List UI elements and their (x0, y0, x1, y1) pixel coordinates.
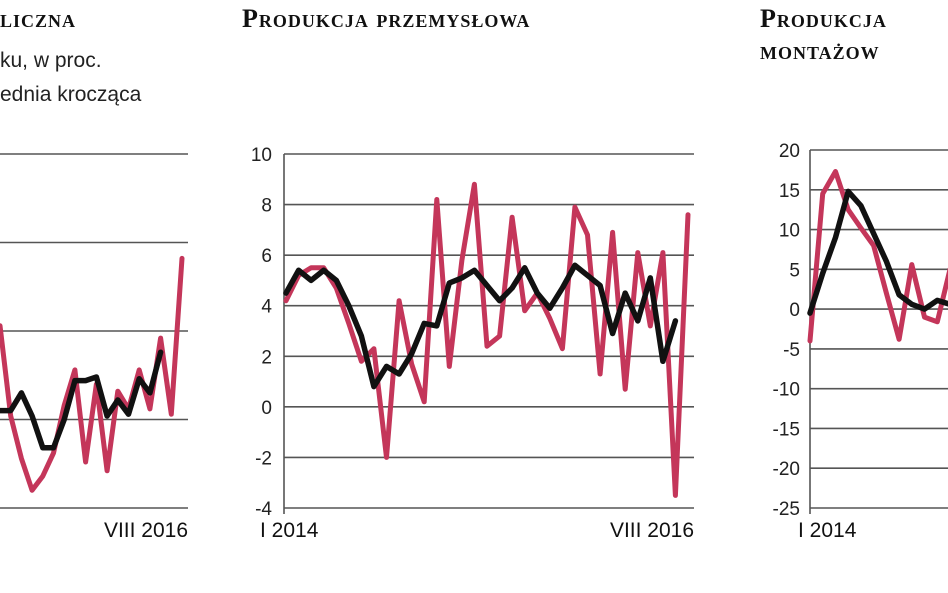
y-tick-label: 15 (779, 181, 800, 202)
y-tick-label: 0 (261, 398, 272, 419)
y-tick-label: 20 (779, 141, 800, 162)
y-tick-label: -15 (773, 419, 800, 440)
y-tick-label: 8 (261, 196, 272, 217)
y-tick-label: 4 (261, 297, 272, 318)
y-tick-label: -25 (773, 499, 800, 520)
y-tick-label: 6 (261, 246, 272, 267)
y-tick-label: 10 (779, 221, 800, 242)
y-tick-label: 0 (789, 300, 800, 321)
chart-title: liczna (0, 4, 77, 33)
chart-subtitle-line-1: ku, w proc. (0, 49, 102, 72)
series-line-monthly (0, 255, 185, 493)
x-axis-label: VIII 2016 (104, 519, 188, 542)
chart-title: Produkcja przemysłowa (242, 4, 531, 33)
series-line-moving-average (807, 188, 948, 316)
chart-panel-middle: Produkcja przemysłowa -4 -2 0 2 4 6 8 10 I 2014 V… (220, 0, 720, 593)
y-tick-label: 2 (261, 347, 272, 368)
chart-title-line-2: montażow (760, 36, 880, 65)
chart-right-svg: -25 -20 -15 -10 -5 0 5 10 15 20 I 2014 (773, 141, 948, 542)
y-tick-label: 5 (789, 260, 800, 281)
chart-panel-left: liczna ku, w proc. ednia krocząca VIII 2… (0, 0, 200, 593)
x-axis-label: VIII 2016 (610, 519, 694, 542)
chart-panel-right: Produkcja montażow -25 -20 -15 -10 -5 0 5 10 15 2… (740, 0, 948, 593)
series-line-monthly (283, 181, 691, 498)
series-line-moving-average (0, 349, 164, 451)
y-tick-label: -2 (255, 448, 272, 469)
chart-title-line-1: Produkcja (760, 4, 887, 33)
y-tick-label: -10 (773, 380, 800, 401)
gridlines (0, 153, 188, 509)
y-tick-label: -5 (783, 340, 800, 361)
chart-middle-svg: -4 -2 0 2 4 6 8 10 I 2014 VIII 2016 (251, 145, 694, 542)
gridlines (810, 149, 948, 509)
x-axis-label: I 2014 (798, 519, 857, 542)
chart-subtitle-line-2: ednia krocząca (0, 83, 142, 106)
chart-left-svg: VIII 2016 (0, 153, 188, 542)
x-axis-label: I 2014 (260, 519, 319, 542)
y-tick-label: -4 (255, 499, 272, 520)
y-tick-label: -20 (773, 459, 800, 480)
series-line-moving-average (283, 262, 679, 390)
series-line-monthly (807, 169, 948, 344)
gridlines (284, 153, 694, 509)
y-tick-label: 10 (251, 145, 272, 166)
